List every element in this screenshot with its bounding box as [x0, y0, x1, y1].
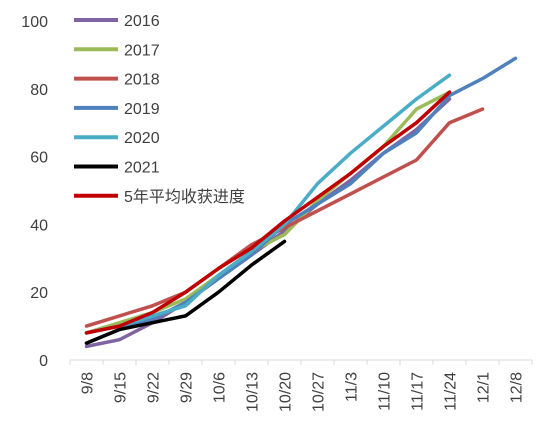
x-tick-label: 12/1 [476, 372, 493, 403]
y-tick-label: 40 [30, 217, 48, 234]
x-tick-label: 11/10 [377, 372, 394, 411]
x-tick-label: 11/3 [344, 372, 361, 402]
y-tick-label: 60 [30, 150, 48, 167]
legend: 2016 2017 2018 2019 2020 2021 5年平均收获进度 [74, 13, 245, 206]
series-layer [84, 56, 518, 349]
x-tick-label: 9/22 [146, 372, 163, 403]
series-line-1 [84, 90, 452, 335]
y-tick-label: 80 [30, 82, 48, 99]
x-tick-label: 10/6 [212, 372, 229, 403]
y-tick-label: 20 [30, 285, 48, 302]
y-tick-label: 0 [39, 353, 48, 370]
x-tick-label: 12/8 [509, 372, 526, 403]
legend-label: 2018 [124, 72, 160, 89]
axis-layer: 0 20 40 60 80 100 9/8 9/15 9/22 9/29 10/6 10/13 10/2… [21, 14, 533, 412]
legend-label: 5年平均收获进度 [124, 188, 245, 206]
legend-label: 2017 [124, 42, 160, 59]
legend-label: 2016 [124, 13, 160, 30]
series-line-5 [84, 239, 287, 345]
series-line-4 [84, 73, 452, 335]
x-tick-label: 9/15 [113, 372, 130, 403]
series-line-6 [84, 90, 452, 335]
x-tick-label: 10/13 [245, 372, 262, 412]
series-line-3 [84, 56, 518, 345]
legend-label: 2020 [124, 130, 160, 147]
x-tick-label: 9/29 [179, 372, 196, 403]
x-tick-label: 11/24 [443, 372, 460, 411]
y-tick-label: 100 [21, 14, 48, 31]
x-tick-label: 11/17 [410, 372, 427, 411]
legend-label: 2021 [124, 160, 160, 177]
legend-label: 2019 [124, 101, 160, 118]
x-tick-label: 10/20 [278, 372, 295, 412]
x-tick-label: 9/8 [80, 372, 97, 394]
x-tick-label: 10/27 [311, 372, 328, 412]
series-line-2 [84, 107, 485, 328]
